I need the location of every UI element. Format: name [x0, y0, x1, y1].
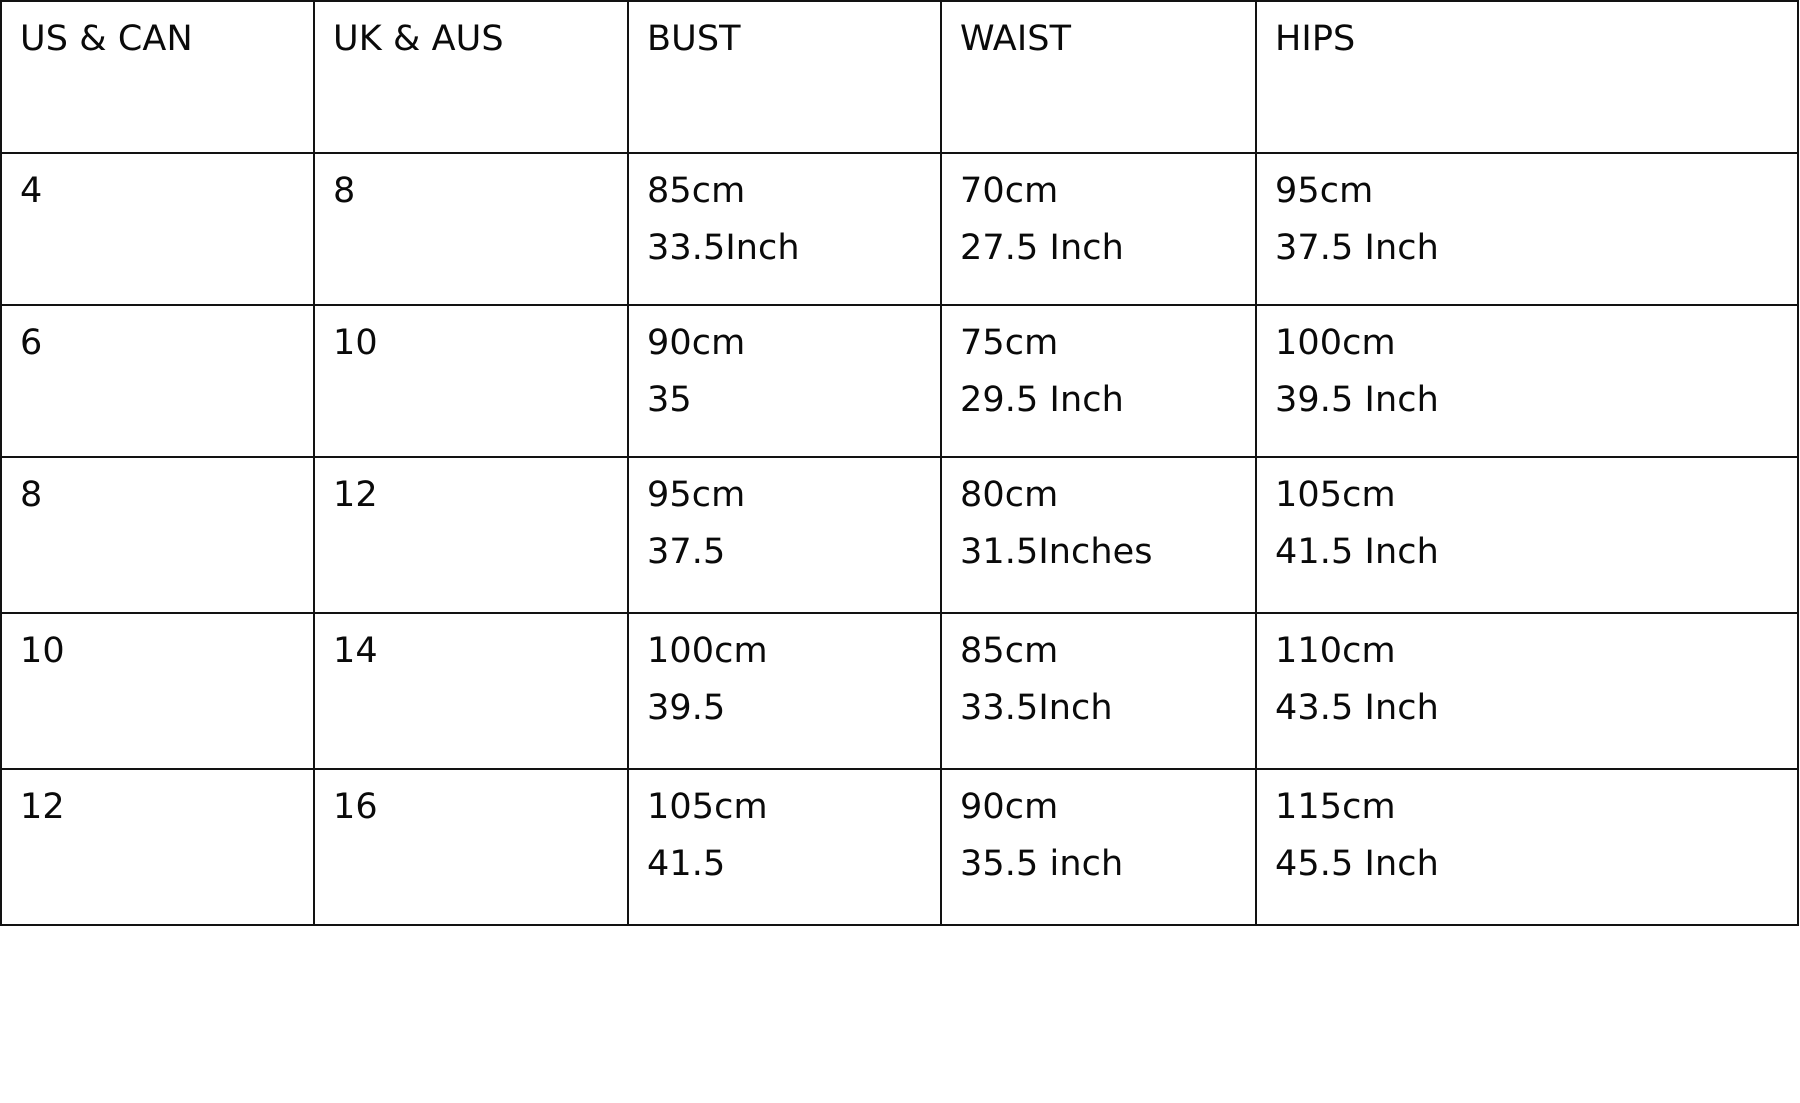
column-header-uk-aus: UK & AUS: [313, 0, 629, 154]
value-hips-cm: 110cm: [1275, 631, 1396, 671]
value-waist-cm: 75cm: [960, 323, 1059, 363]
cell-hips: 100cm 39.5 Inch: [1255, 304, 1799, 458]
cell-us-can: 12: [0, 768, 315, 926]
value-waist-inch: 35.5 inch: [960, 844, 1124, 885]
cell-waist: 85cm 33.5Inch: [940, 612, 1257, 770]
value-hips-cm: 100cm: [1275, 323, 1396, 363]
value-waist-inch: 33.5Inch: [960, 688, 1113, 729]
cell-us-can: 8: [0, 456, 315, 614]
cell-us-can: 4: [0, 152, 315, 306]
column-header-us-can: US & CAN: [0, 0, 315, 154]
cell-us-can: 10: [0, 612, 315, 770]
value-hips-inch: 45.5 Inch: [1275, 844, 1439, 885]
value-waist-cm: 70cm: [960, 171, 1059, 211]
value-hips-cm: 115cm: [1275, 787, 1396, 827]
size-chart-table: US & CAN UK & AUS BUST WAIST HIPS: [0, 0, 1799, 926]
value-bust-inch: 37.5: [647, 532, 726, 573]
value-us-can: 12: [20, 787, 65, 827]
value-waist-cm: 85cm: [960, 631, 1059, 671]
cell-uk-aus: 12: [313, 456, 629, 614]
value-hips-inch: 43.5 Inch: [1275, 688, 1439, 729]
table-header: US & CAN UK & AUS BUST WAIST HIPS: [0, 0, 1799, 154]
value-waist-inch: 29.5 Inch: [960, 380, 1124, 421]
table-row: 4 8 85cm 33.5Inch 70cm 27.5 Inch 95cm 37…: [0, 152, 1799, 306]
cell-bust: 90cm 35: [627, 304, 942, 458]
cell-hips: 115cm 45.5 Inch: [1255, 768, 1799, 926]
column-header-label: HIPS: [1275, 19, 1356, 59]
cell-uk-aus: 16: [313, 768, 629, 926]
value-waist-inch: 31.5Inches: [960, 532, 1153, 573]
value-waist-cm: 90cm: [960, 787, 1059, 827]
value-uk-aus: 14: [333, 631, 378, 671]
value-bust-cm: 90cm: [647, 323, 746, 363]
value-bust-inch: 41.5: [647, 844, 726, 885]
value-hips-inch: 39.5 Inch: [1275, 380, 1439, 421]
value-uk-aus: 16: [333, 787, 378, 827]
value-bust-cm: 85cm: [647, 171, 746, 211]
cell-uk-aus: 14: [313, 612, 629, 770]
value-bust-inch: 39.5: [647, 688, 726, 729]
column-header-waist: WAIST: [940, 0, 1257, 154]
value-bust-inch: 33.5Inch: [647, 228, 800, 269]
value-uk-aus: 10: [333, 323, 378, 363]
cell-waist: 75cm 29.5 Inch: [940, 304, 1257, 458]
value-uk-aus: 12: [333, 475, 378, 515]
table-row: 8 12 95cm 37.5 80cm 31.5Inches 105cm 41.…: [0, 456, 1799, 614]
cell-waist: 70cm 27.5 Inch: [940, 152, 1257, 306]
column-header-label: US & CAN: [20, 19, 193, 59]
column-header-label: UK & AUS: [333, 19, 504, 59]
cell-bust: 105cm 41.5: [627, 768, 942, 926]
cell-uk-aus: 8: [313, 152, 629, 306]
value-bust-inch: 35: [647, 380, 692, 421]
value-hips-cm: 95cm: [1275, 171, 1374, 211]
value-waist-cm: 80cm: [960, 475, 1059, 515]
value-us-can: 6: [20, 323, 43, 363]
value-hips-inch: 41.5 Inch: [1275, 532, 1439, 573]
value-bust-cm: 105cm: [647, 787, 768, 827]
cell-bust: 95cm 37.5: [627, 456, 942, 614]
header-row: US & CAN UK & AUS BUST WAIST HIPS: [0, 0, 1799, 154]
value-bust-cm: 95cm: [647, 475, 746, 515]
column-header-label: WAIST: [960, 19, 1072, 59]
value-hips-cm: 105cm: [1275, 475, 1396, 515]
value-waist-inch: 27.5 Inch: [960, 228, 1124, 269]
table-row: 10 14 100cm 39.5 85cm 33.5Inch 110cm 43.…: [0, 612, 1799, 770]
cell-waist: 80cm 31.5Inches: [940, 456, 1257, 614]
table-body: 4 8 85cm 33.5Inch 70cm 27.5 Inch 95cm 37…: [0, 152, 1799, 926]
value-bust-cm: 100cm: [647, 631, 768, 671]
value-uk-aus: 8: [333, 171, 356, 211]
cell-bust: 100cm 39.5: [627, 612, 942, 770]
column-header-bust: BUST: [627, 0, 942, 154]
cell-waist: 90cm 35.5 inch: [940, 768, 1257, 926]
value-us-can: 8: [20, 475, 43, 515]
column-header-hips: HIPS: [1255, 0, 1799, 154]
value-us-can: 4: [20, 171, 43, 211]
column-header-label: BUST: [647, 19, 741, 59]
cell-bust: 85cm 33.5Inch: [627, 152, 942, 306]
value-hips-inch: 37.5 Inch: [1275, 228, 1439, 269]
value-us-can: 10: [20, 631, 65, 671]
cell-hips: 110cm 43.5 Inch: [1255, 612, 1799, 770]
cell-hips: 105cm 41.5 Inch: [1255, 456, 1799, 614]
cell-hips: 95cm 37.5 Inch: [1255, 152, 1799, 306]
cell-us-can: 6: [0, 304, 315, 458]
cell-uk-aus: 10: [313, 304, 629, 458]
table-row: 6 10 90cm 35 75cm 29.5 Inch 100cm 39.5 I…: [0, 304, 1799, 458]
table-row: 12 16 105cm 41.5 90cm 35.5 inch 115cm 45…: [0, 768, 1799, 926]
